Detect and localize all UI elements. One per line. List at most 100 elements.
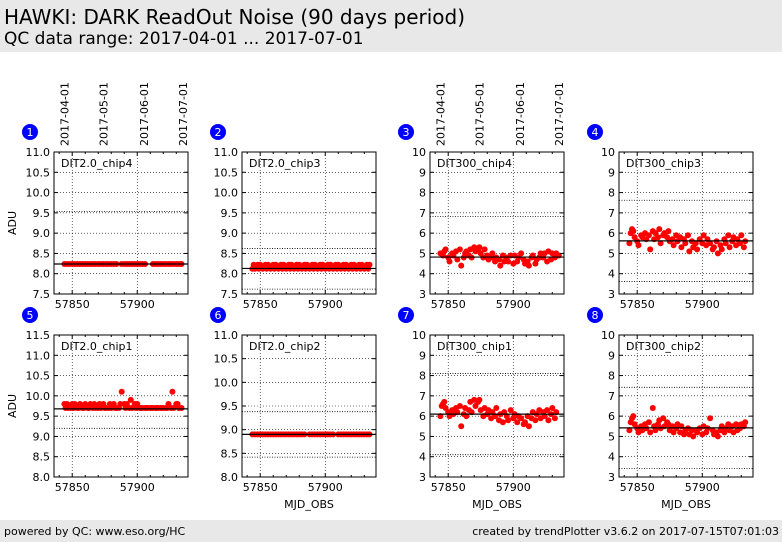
data-point — [725, 232, 732, 239]
y-tick-label: 7 — [608, 207, 615, 220]
y-tick-label: 6 — [419, 227, 426, 240]
data-point — [456, 246, 463, 253]
y-tick-label: 8.5 — [221, 447, 239, 460]
panel-number-badge — [210, 124, 226, 140]
data-point — [647, 429, 654, 436]
y-axis-label: ADU — [6, 394, 19, 418]
data-points — [61, 388, 185, 411]
data-points — [626, 405, 749, 440]
y-tick-label: 8.0 — [221, 268, 239, 281]
data-point — [514, 419, 521, 426]
data-point — [476, 244, 483, 251]
plot-frame — [618, 151, 754, 295]
panel-4: 3 4 5 6 7 8 9 10 57850 57900 DIT300_chip3 4 — [587, 124, 754, 311]
plot-frame — [53, 151, 189, 295]
x-tick-label: 57850 — [243, 481, 278, 494]
panel-7: 3 4 5 6 7 8 9 10 57850 57900 DIT300_chip1 7 MJD_OBS — [398, 307, 565, 511]
data-point — [456, 403, 463, 409]
y-axis-label: ADU — [6, 211, 19, 235]
x-tick-label: 57850 — [431, 481, 466, 494]
y-tick-label: 9.0 — [221, 424, 239, 437]
data-point — [493, 405, 500, 411]
data-point — [682, 240, 689, 247]
panel-label: DIT300_chip2 — [626, 340, 701, 353]
y-tick-label: 3 — [608, 471, 615, 484]
y-tick-label: 6 — [419, 410, 426, 423]
data-point — [442, 246, 449, 253]
data-point — [714, 250, 721, 257]
panel-number-badge — [22, 124, 38, 140]
y-tick-label: 3 — [608, 288, 615, 301]
report-subtitle: QC data range: 2017-04-01 ... 2017-07-01 — [4, 29, 364, 49]
y-tick-label: 9 — [419, 349, 426, 362]
data-point — [518, 415, 525, 422]
data-point — [118, 388, 125, 395]
data-point — [722, 240, 729, 247]
data-point — [742, 419, 749, 426]
panel-label: DIT2.0_chip2 — [249, 340, 320, 353]
plot-frame — [241, 151, 377, 295]
panel-number: 7 — [403, 309, 410, 322]
data-point — [446, 258, 453, 265]
data-point — [626, 427, 633, 434]
plot-frame — [429, 334, 565, 478]
panel-1: 7.5 8.0 8.5 9.0 9.5 10.0 10.5 11.0 57850 57900 201… — [6, 82, 190, 311]
data-point — [700, 232, 707, 239]
y-tick-label: 4 — [608, 451, 615, 464]
panel-number-badge — [587, 307, 603, 323]
data-point — [525, 262, 532, 269]
y-tick-label: 10 — [412, 146, 426, 159]
y-tick-label: 8 — [419, 187, 426, 200]
x-tick-label: 57900 — [496, 481, 531, 494]
data-points — [437, 244, 562, 269]
y-tick-label: 7 — [419, 207, 426, 220]
data-point — [458, 423, 465, 430]
report-title: HAWKI: DARK ReadOut Noise (90 days perio… — [4, 5, 466, 29]
y-tick-label: 9 — [608, 166, 615, 179]
panel-number-badge — [22, 307, 38, 323]
y-tick-label: 10.5 — [26, 166, 51, 179]
y-tick-label: 4 — [419, 451, 426, 464]
data-point — [740, 244, 747, 251]
y-tick-label: 10 — [601, 146, 615, 159]
y-tick-label: 4 — [419, 268, 426, 281]
y-tick-label: 6 — [608, 227, 615, 240]
date-tick-label: 2017-07-01 — [553, 82, 566, 146]
y-tick-label: 10.5 — [26, 370, 51, 383]
data-point — [630, 228, 637, 235]
panel-number: 1 — [27, 126, 34, 139]
y-tick-label: 5 — [608, 430, 615, 443]
data-point — [678, 244, 685, 251]
y-tick-label: 3 — [419, 288, 426, 301]
data-point — [505, 258, 512, 265]
y-tick-label: 10.5 — [214, 353, 239, 366]
x-axis-label: MJD_OBS — [284, 498, 334, 511]
panel-8: 3 4 5 6 7 8 9 10 57850 57900 DIT300_chip2 8 MJD_OBS — [587, 307, 754, 511]
data-point — [441, 398, 448, 405]
panel-number-badge — [398, 124, 414, 140]
data-point — [665, 228, 672, 235]
data-point — [476, 396, 483, 403]
panel-6: 8.0 8.5 9.0 9.5 10.0 10.5 11.0 57850 57900 DIT2.0… — [210, 307, 377, 511]
data-point — [657, 240, 664, 247]
data-point — [525, 423, 532, 430]
y-tick-label: 7 — [419, 390, 426, 403]
y-tick-label: 8.0 — [221, 471, 239, 484]
panel-label: DIT300_chip4 — [437, 157, 512, 170]
panel-number-badge — [587, 124, 603, 140]
y-tick-label: 7.5 — [33, 288, 51, 301]
date-tick-label: 2017-06-01 — [138, 82, 151, 146]
y-tick-label: 11.0 — [26, 146, 51, 159]
data-point — [718, 246, 725, 253]
panel-label: DIT2.0_chip4 — [61, 157, 132, 170]
date-tick-label: 2017-07-01 — [177, 82, 190, 146]
y-tick-label: 10.0 — [214, 376, 239, 389]
x-tick-label: 57850 — [243, 298, 278, 311]
data-point — [127, 396, 134, 403]
panel-number: 8 — [592, 309, 599, 322]
data-point — [635, 242, 642, 249]
panel-5: 8.0 8.5 9.0 9.5 10.0 10.5 11.0 11.5 57850 57900 DI… — [6, 307, 189, 494]
panel-number: 5 — [27, 309, 34, 322]
panel-2: 7.5 8.0 8.5 9.0 9.5 10.0 10.5 11.0 57850 57900 DIT… — [210, 124, 377, 311]
